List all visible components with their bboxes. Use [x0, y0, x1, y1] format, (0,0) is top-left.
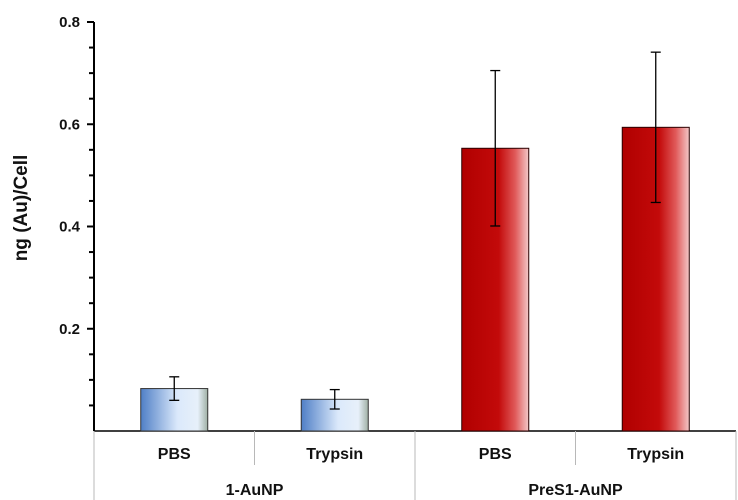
x-category-label: PBS: [158, 446, 191, 463]
bars: [140, 51, 690, 432]
y-tick-label: 0.4: [59, 219, 81, 236]
y-tick-label: 0.2: [59, 321, 80, 338]
labels: 0.2 0.4 0.6 0.8 PBS Trypsin PBS Trypsin 1-AuNP Pr…: [59, 14, 684, 499]
x-group-label: 1-AuNP: [226, 482, 284, 499]
y-tick-label: 0.6: [59, 116, 80, 133]
y-axis-title: ng (Au)/Cell: [11, 155, 32, 262]
y-tick-label: 0.8: [59, 14, 80, 31]
x-category-label: PBS: [479, 446, 512, 463]
x-group-label: PreS1-AuNP: [528, 482, 623, 499]
x-category-label: Trypsin: [306, 446, 363, 463]
x-category-label: Trypsin: [627, 446, 684, 463]
